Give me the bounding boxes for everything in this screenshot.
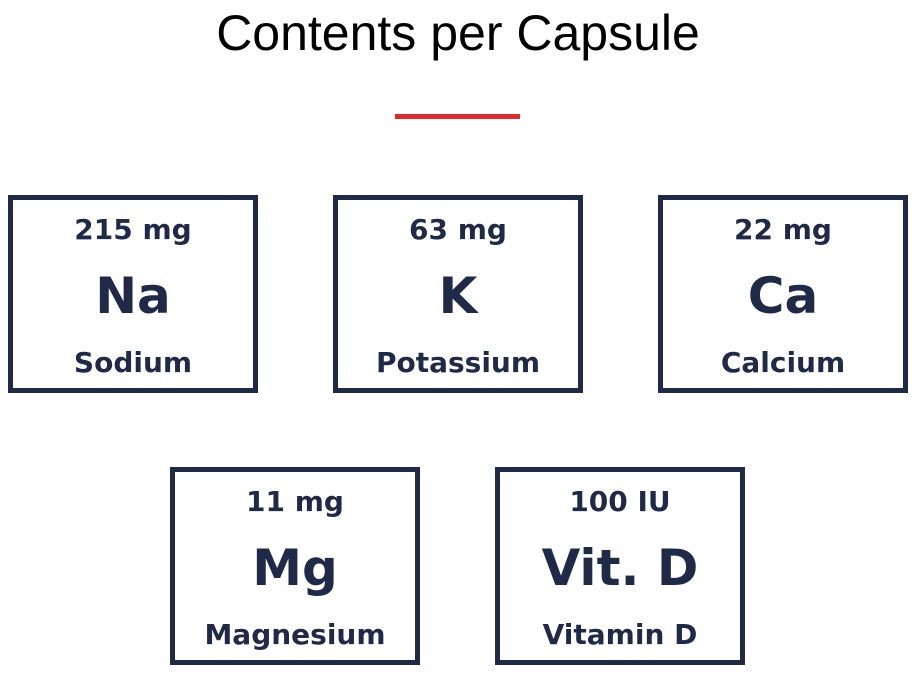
nutrient-name: Sodium xyxy=(73,346,193,379)
nutrient-card-calcium: 22 mg Ca Calcium xyxy=(658,195,908,393)
nutrient-symbol: Mg xyxy=(252,539,338,597)
title-underline xyxy=(395,114,520,119)
nutrient-amount: 11 mg xyxy=(246,485,344,518)
nutrient-symbol: Na xyxy=(95,267,171,325)
nutrient-name: Potassium xyxy=(375,346,541,379)
nutrient-amount: 22 mg xyxy=(734,213,832,246)
nutrient-amount: 215 mg xyxy=(74,213,192,246)
nutrient-symbol: Ca xyxy=(747,267,819,325)
nutrient-card-sodium: 215 mg Na Sodium xyxy=(8,195,258,393)
nutrient-symbol: Vit. D xyxy=(541,539,699,597)
nutrient-card-magnesium: 11 mg Mg Magnesium xyxy=(170,467,420,665)
nutrient-symbol: K xyxy=(438,267,478,325)
nutrient-amount: 63 mg xyxy=(409,213,507,246)
nutrient-amount: 100 IU xyxy=(569,485,671,518)
nutrient-name: Vitamin D xyxy=(542,618,698,651)
nutrient-name: Magnesium xyxy=(204,618,386,651)
nutrient-name: Calcium xyxy=(720,346,846,379)
nutrient-card-vitamin-d: 100 IU Vit. D Vitamin D xyxy=(495,467,745,665)
page-title: Contents per Capsule xyxy=(216,5,700,61)
nutrient-card-potassium: 63 mg K Potassium xyxy=(333,195,583,393)
